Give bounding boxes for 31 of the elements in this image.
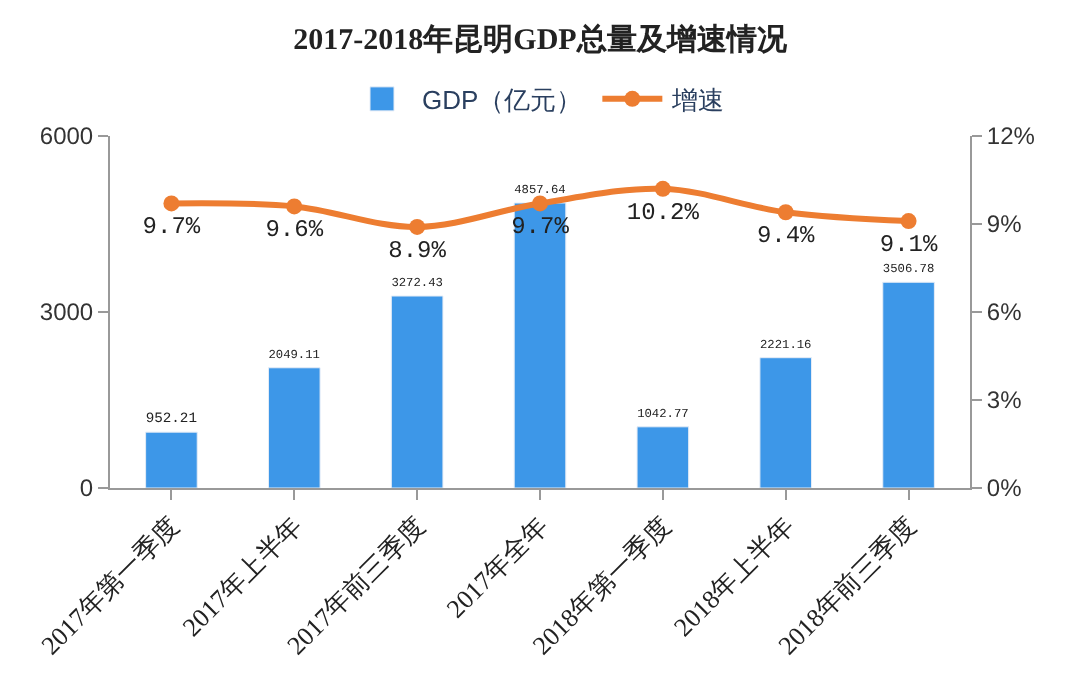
- point: [532, 195, 548, 212]
- data-label: 9.7%: [142, 213, 202, 242]
- data-label: 9.1%: [879, 231, 939, 260]
- y2-tick-label: 12%: [986, 122, 1036, 151]
- legend-label: GDP（亿元）: [422, 85, 583, 115]
- data-label: 9.6%: [265, 216, 325, 245]
- chart-title: 2017-2018年昆明GDP总量及增速情况: [293, 22, 789, 57]
- bar: [759, 357, 813, 488]
- bar: [267, 367, 321, 488]
- legend-label: 增速: [670, 85, 725, 115]
- point: [163, 195, 180, 212]
- bar: [513, 202, 567, 488]
- bar: [145, 431, 198, 488]
- y2-tick-label: 3%: [986, 386, 1023, 415]
- point: [409, 218, 426, 235]
- y2-tick-label: 6%: [986, 298, 1023, 327]
- bar: [882, 281, 935, 488]
- data-label: 10.2%: [626, 198, 701, 227]
- point: [286, 198, 303, 215]
- data-label: 9.4%: [756, 222, 817, 251]
- point: [900, 213, 917, 230]
- data-label: 8.9%: [388, 236, 448, 265]
- y-tick-label: 0: [79, 474, 94, 503]
- y-tick-label: 3000: [39, 298, 94, 327]
- bar: [636, 426, 690, 488]
- y2-tick-label: 0%: [986, 474, 1023, 503]
- y-tick-label: 6000: [39, 122, 94, 151]
- bar: [390, 295, 444, 488]
- point: [777, 204, 794, 221]
- point: [654, 180, 671, 197]
- y2-tick-label: 9%: [986, 210, 1023, 239]
